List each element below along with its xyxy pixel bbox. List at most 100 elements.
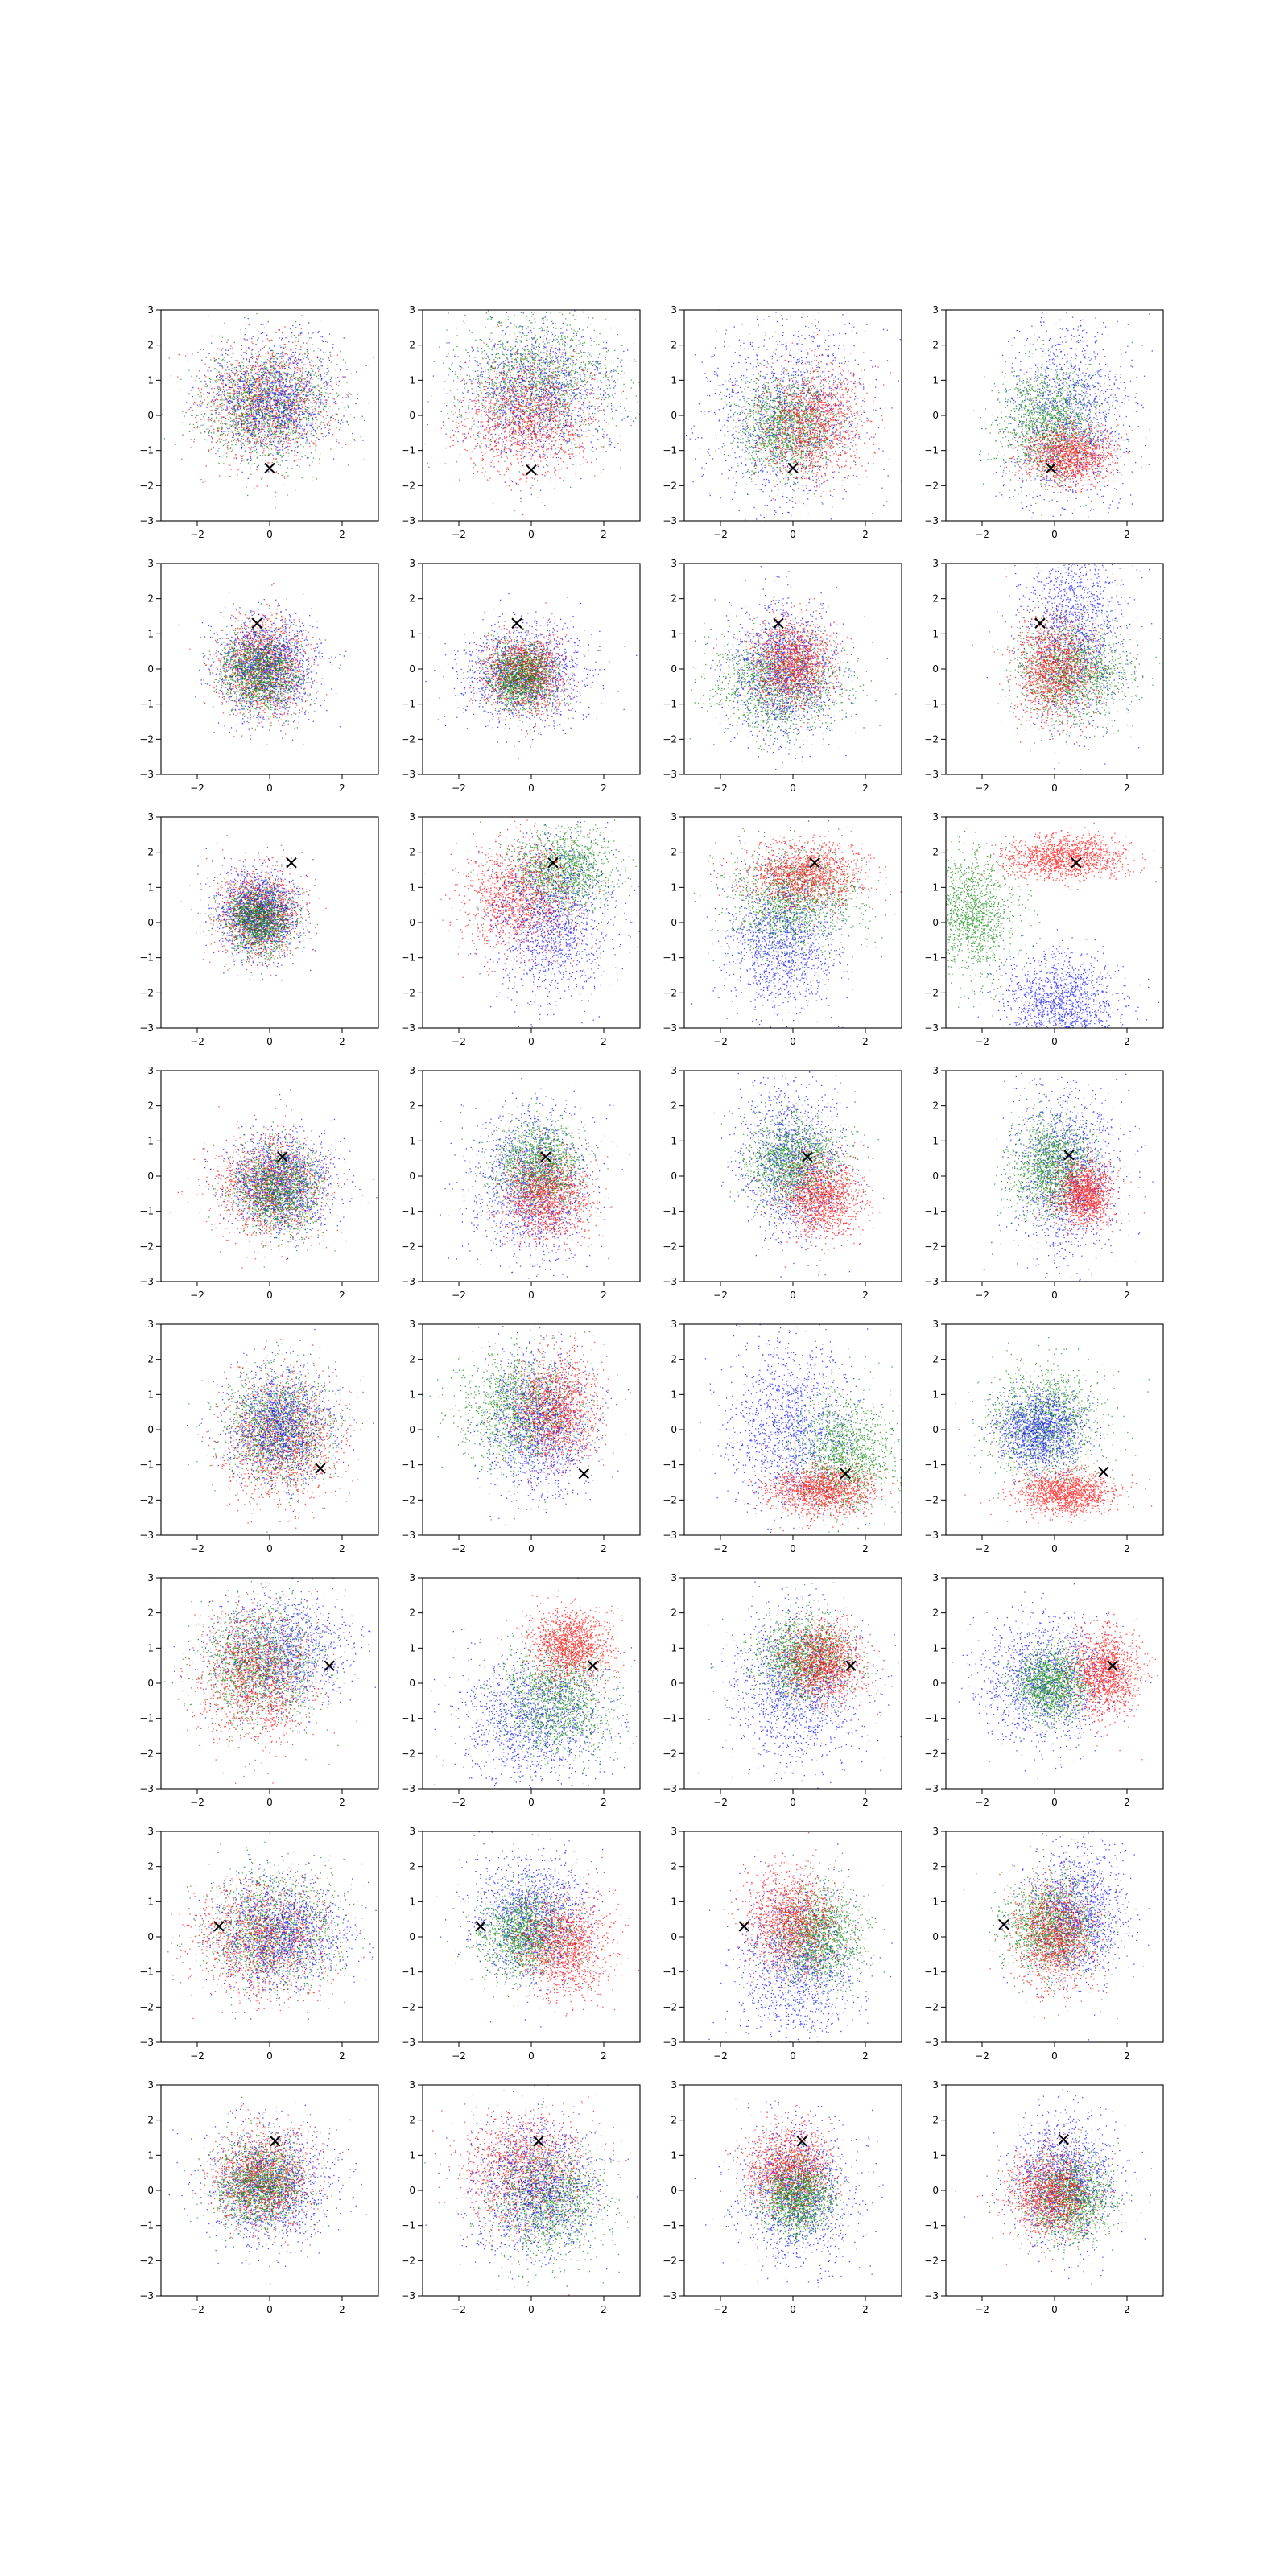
x-tick-label: −2 — [975, 2304, 989, 2315]
y-tick-label: 2 — [671, 593, 677, 605]
y-tick-label: −1 — [924, 1459, 939, 1471]
y-tick-label: −2 — [401, 1748, 415, 1759]
y-tick-label: −2 — [663, 733, 677, 745]
y-tick-label: 0 — [147, 2185, 154, 2196]
y-tick-label: 0 — [409, 1678, 415, 1689]
x-tick-label: −2 — [975, 782, 989, 794]
y-tick-label: −1 — [924, 445, 939, 456]
y-tick-label: 0 — [409, 1170, 415, 1182]
y-tick-label: 0 — [671, 1931, 677, 1942]
x-tick-label: 2 — [339, 1290, 345, 1301]
y-tick-label: 1 — [409, 628, 415, 639]
y-tick-label: 0 — [671, 2185, 677, 2196]
y-tick-label: 0 — [932, 1424, 939, 1435]
x-tick-label: −2 — [975, 529, 989, 540]
x-tick-label: 0 — [266, 529, 273, 540]
x-tick-label: −2 — [452, 782, 466, 794]
y-tick-label: −3 — [663, 1276, 677, 1287]
y-tick-label: 3 — [409, 304, 415, 316]
y-tick-label: 0 — [932, 917, 939, 928]
y-tick-label: 1 — [409, 1389, 415, 1400]
x-tick-label: −2 — [713, 2304, 728, 2315]
x-tick-label: 2 — [1124, 1543, 1130, 1554]
y-tick-label: 0 — [671, 663, 677, 675]
y-tick-label: 2 — [409, 1100, 415, 1112]
y-tick-label: 3 — [932, 811, 939, 823]
x-tick-label: −2 — [975, 1036, 989, 1047]
x-tick-label: 2 — [601, 1290, 607, 1301]
y-tick-label: 0 — [147, 1678, 154, 1689]
x-tick-label: −2 — [190, 1797, 204, 1808]
x-tick-label: 0 — [790, 782, 796, 794]
x-tick-label: 0 — [1051, 1036, 1058, 1047]
x-tick-label: 0 — [1051, 2050, 1058, 2062]
y-tick-label: −3 — [663, 1530, 677, 1541]
y-tick-label: 1 — [409, 881, 415, 893]
y-tick-label: −2 — [401, 1241, 415, 1252]
x-tick-label: 2 — [601, 1036, 607, 1047]
y-tick-label: 0 — [409, 663, 415, 675]
y-tick-label: −3 — [139, 1783, 154, 1794]
x-tick-label: −2 — [190, 782, 204, 794]
y-tick-label: 1 — [932, 1896, 939, 1907]
y-tick-label: −2 — [663, 2001, 677, 2013]
x-tick-label: −2 — [190, 529, 204, 540]
y-tick-label: −1 — [663, 1713, 677, 1724]
x-tick-label: −2 — [190, 1543, 204, 1554]
x-tick-label: 2 — [1124, 1797, 1130, 1808]
y-tick-label: −3 — [924, 1530, 939, 1541]
y-tick-label: 1 — [409, 1135, 415, 1146]
y-tick-label: 3 — [932, 1319, 939, 1330]
y-tick-label: −2 — [401, 1494, 415, 1505]
x-tick-label: 0 — [790, 2050, 796, 2062]
y-tick-label: −1 — [401, 699, 415, 710]
x-tick-label: 0 — [528, 1797, 535, 1808]
x-tick-label: 2 — [601, 1543, 607, 1554]
y-tick-label: 1 — [671, 374, 677, 386]
y-tick-label: −3 — [401, 1783, 415, 1794]
y-tick-label: 1 — [671, 881, 677, 893]
y-tick-label: 2 — [409, 593, 415, 605]
y-tick-label: 0 — [932, 1931, 939, 1942]
y-tick-label: 2 — [932, 1100, 939, 1112]
y-tick-label: 1 — [147, 1642, 154, 1653]
y-tick-label: 1 — [147, 1135, 154, 1146]
y-tick-label: 3 — [671, 558, 677, 569]
x-tick-label: −2 — [190, 1290, 204, 1301]
y-tick-label: −3 — [401, 1276, 415, 1287]
y-tick-label: 2 — [671, 2115, 677, 2126]
x-tick-label: −2 — [452, 2050, 466, 2062]
y-tick-label: −2 — [139, 733, 154, 745]
y-tick-label: −3 — [139, 2290, 154, 2301]
x-tick-label: 0 — [1051, 1543, 1058, 1554]
y-tick-label: 3 — [409, 1572, 415, 1583]
y-tick-label: 1 — [409, 1896, 415, 1907]
y-tick-label: −3 — [401, 1022, 415, 1034]
y-tick-label: 1 — [932, 374, 939, 386]
x-tick-label: −2 — [452, 1036, 466, 1047]
x-tick-label: −2 — [452, 2304, 466, 2315]
x-tick-label: 0 — [528, 2050, 535, 2062]
y-tick-label: 3 — [932, 558, 939, 569]
y-tick-label: −2 — [663, 1241, 677, 1252]
y-tick-label: −1 — [401, 445, 415, 456]
y-tick-label: 2 — [147, 593, 154, 605]
x-tick-label: 0 — [1051, 2304, 1058, 2315]
y-tick-label: 2 — [409, 340, 415, 351]
y-tick-label: 1 — [671, 2149, 677, 2161]
y-tick-label: −3 — [663, 769, 677, 780]
x-tick-label: 0 — [528, 2304, 535, 2315]
y-tick-label: 0 — [671, 410, 677, 421]
y-tick-label: −2 — [401, 987, 415, 998]
x-tick-label: −2 — [975, 1290, 989, 1301]
x-tick-label: −2 — [975, 1797, 989, 1808]
y-tick-label: −3 — [924, 1022, 939, 1034]
x-tick-label: 2 — [339, 1543, 345, 1554]
y-tick-label: 0 — [409, 1424, 415, 1435]
x-tick-label: −2 — [713, 1543, 728, 1554]
x-tick-label: 0 — [1051, 529, 1058, 540]
y-tick-label: 3 — [932, 1826, 939, 1837]
y-tick-label: −1 — [401, 1206, 415, 1217]
x-tick-label: 2 — [862, 1036, 869, 1047]
